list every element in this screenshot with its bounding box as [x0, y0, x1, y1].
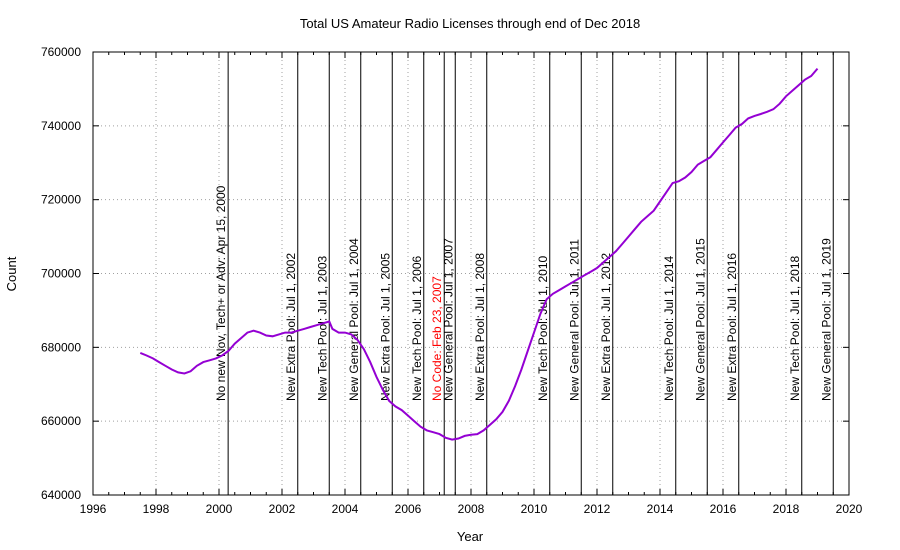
- annotation-label: New Tech Pool: Jul 1, 2018: [788, 255, 802, 401]
- annotation-label: New General Pool: Jul 1, 2007: [441, 238, 455, 401]
- license-count-line: [139, 67, 819, 441]
- x-tick-label: 2006: [395, 502, 422, 516]
- annotation-label: New Tech Pool: Jul 1, 2014: [662, 255, 676, 401]
- x-tick-label: 2004: [332, 502, 359, 516]
- plot-frame: [92, 51, 850, 496]
- annotation-label: New General Pool: Jul 1, 2004: [347, 238, 361, 401]
- annotation-label: New Tech Pool: Jul 1, 2003: [315, 255, 329, 401]
- annotation-label: New Extra Pool: Jul 1, 2002: [284, 253, 298, 401]
- x-tick-label: 2012: [584, 502, 611, 516]
- y-tick-label: 760000: [41, 45, 81, 59]
- annotation-lines: No new Nov, Tech+ or Adv: Apr 15, 2000 Ne…: [214, 52, 834, 495]
- x-tick-label: 2010: [521, 502, 548, 516]
- annotation-label: New Extra Pool: Jul 1, 2008: [473, 253, 487, 401]
- annotation-label: New Tech Pool: Jul 1, 2010: [536, 255, 550, 401]
- y-tick-label: 640000: [41, 488, 81, 502]
- annotation-label: New General Pool: Jul 1, 2015: [693, 238, 707, 401]
- x-tick-label: 1996: [80, 502, 107, 516]
- chart-title: Total US Amateur Radio Licenses through …: [300, 16, 640, 31]
- y-tick-label: 700000: [41, 267, 81, 281]
- y-tick-label: 680000: [41, 340, 81, 354]
- annotation-label: New General Pool: Jul 1, 2011: [567, 239, 581, 401]
- x-tick-label: 1998: [143, 502, 170, 516]
- y-axis-label: Count: [4, 256, 19, 291]
- x-tick-label: 2020: [836, 502, 863, 516]
- annotation-label: New Extra Pool: Jul 1, 2005: [378, 253, 392, 401]
- x-tick-label: 2018: [773, 502, 800, 516]
- x-tick-label: 2016: [710, 502, 737, 516]
- y-tick-label: 660000: [41, 414, 81, 428]
- annotation-label: New Tech Pool: Jul 1, 2006: [410, 255, 424, 401]
- x-tick-label: 2002: [269, 502, 296, 516]
- y-tick-label: 740000: [41, 119, 81, 133]
- annotation-label: New General Pool: Jul 1, 2019: [819, 238, 833, 401]
- y-axis: 640000 660000 680000 700000 720000 740000 7600…: [41, 45, 849, 502]
- annotation-label: New Extra Pool: Jul 1, 2016: [725, 253, 739, 401]
- annotation-label: No Code: Feb 23, 2007: [430, 276, 444, 401]
- x-axis-label: Year: [457, 529, 484, 544]
- annotation-label: New Extra Pool: Jul 1, 2012: [599, 253, 613, 401]
- x-tick-label: 2008: [458, 502, 485, 516]
- x-tick-label: 2000: [206, 502, 233, 516]
- x-tick-label: 2014: [647, 502, 674, 516]
- x-axis: 1996 1998 2000 2002 2004 2006 2008 2010 2012 2014…: [80, 52, 863, 516]
- y-tick-label: 720000: [41, 193, 81, 207]
- annotation-label: No new Nov, Tech+ or Adv: Apr 15, 2000: [214, 185, 228, 401]
